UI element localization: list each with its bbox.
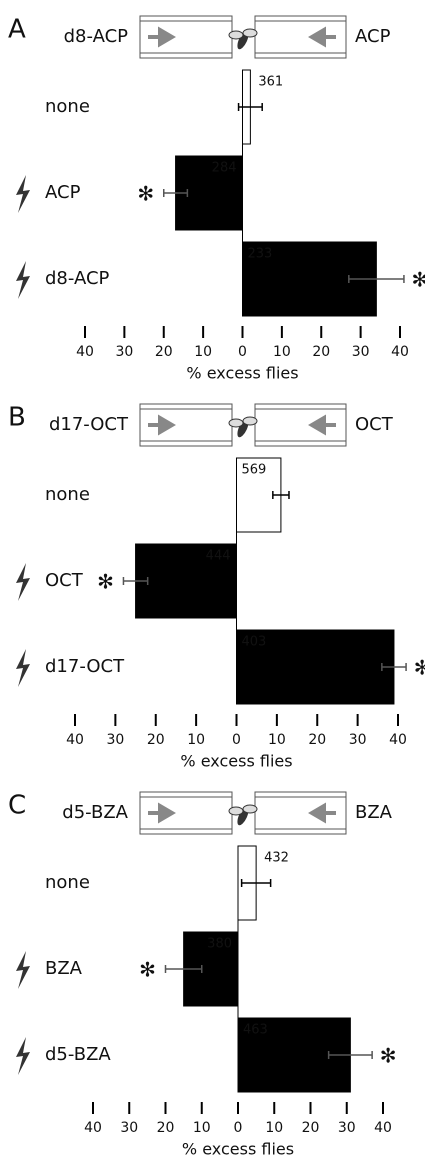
significance-marker: ✻ bbox=[380, 1044, 397, 1068]
olfactometer-diagram bbox=[139, 791, 347, 835]
fly-wing bbox=[228, 418, 244, 428]
olfactometer-diagram bbox=[139, 403, 347, 447]
error-bar bbox=[240, 879, 272, 887]
category-label: BZA bbox=[45, 958, 83, 979]
left-odor-label: d17-OCT bbox=[49, 414, 129, 435]
stimulus-icon bbox=[16, 951, 30, 989]
arrow bbox=[148, 414, 176, 436]
category-label: d5-BZA bbox=[45, 1044, 111, 1065]
category-label: none bbox=[45, 484, 90, 505]
n-label: 361 bbox=[258, 75, 283, 90]
right-odor-label: BZA bbox=[355, 802, 393, 823]
arrow bbox=[308, 26, 336, 48]
x-tick-label: 20 bbox=[147, 732, 165, 748]
significance-marker: ✻ bbox=[139, 958, 156, 982]
stimulus-icon bbox=[16, 261, 30, 299]
error-bar bbox=[122, 577, 149, 585]
x-tick-label: 40 bbox=[389, 732, 407, 748]
error-bar bbox=[348, 275, 405, 283]
fly-wing bbox=[228, 30, 244, 40]
category-label: none bbox=[45, 96, 90, 117]
x-tick-label: 40 bbox=[76, 344, 94, 360]
n-label: 463 bbox=[243, 1023, 268, 1038]
x-tick-label: 30 bbox=[106, 732, 124, 748]
arrow bbox=[308, 802, 336, 824]
n-label: 444 bbox=[206, 549, 231, 564]
x-tick-label: 10 bbox=[273, 344, 291, 360]
arrow bbox=[148, 26, 176, 48]
n-label: 569 bbox=[242, 463, 267, 478]
significance-marker: ✻ bbox=[137, 182, 154, 206]
significance-marker: ✻ bbox=[414, 656, 425, 680]
x-tick-label: 20 bbox=[157, 1120, 175, 1136]
x-tick-label: 20 bbox=[312, 344, 330, 360]
left-odor-label: d5-BZA bbox=[62, 802, 128, 823]
stimulus-icon bbox=[16, 175, 30, 213]
n-label: 432 bbox=[264, 851, 289, 866]
x-tick-label: 10 bbox=[193, 1120, 211, 1136]
x-tick-label: 20 bbox=[155, 344, 173, 360]
x-tick-label: 10 bbox=[268, 732, 286, 748]
bar bbox=[135, 543, 237, 619]
x-tick-label: 40 bbox=[391, 344, 409, 360]
x-axis-label: % excess flies bbox=[186, 364, 298, 383]
panel-label: B bbox=[8, 403, 26, 433]
n-label: 403 bbox=[242, 635, 267, 650]
x-tick-label: 30 bbox=[338, 1120, 356, 1136]
arrow bbox=[308, 414, 336, 436]
x-tick-label: 10 bbox=[265, 1120, 283, 1136]
panel-label: C bbox=[8, 791, 26, 821]
arrow bbox=[148, 802, 176, 824]
category-label: d17-OCT bbox=[45, 656, 125, 677]
x-tick-label: 30 bbox=[120, 1120, 138, 1136]
x-tick-label: 40 bbox=[374, 1120, 392, 1136]
x-tick-label: 10 bbox=[187, 732, 205, 748]
error-bar bbox=[163, 189, 189, 197]
fly-wing bbox=[228, 806, 244, 816]
significance-marker: ✻ bbox=[412, 268, 425, 292]
error-bar bbox=[327, 1051, 373, 1059]
significance-marker: ✻ bbox=[97, 570, 114, 594]
x-tick-label: 40 bbox=[84, 1120, 102, 1136]
category-label: none bbox=[45, 872, 90, 893]
category-label: ACP bbox=[45, 182, 81, 203]
category-label: d8-ACP bbox=[45, 268, 110, 289]
n-label: 233 bbox=[248, 247, 273, 262]
x-tick-label: 20 bbox=[302, 1120, 320, 1136]
stimulus-icon bbox=[16, 563, 30, 601]
olfactometer-diagram bbox=[139, 15, 347, 59]
bar bbox=[236, 629, 395, 705]
n-label: 380 bbox=[207, 937, 232, 952]
error-bar bbox=[381, 663, 407, 671]
right-odor-label: ACP bbox=[355, 26, 391, 47]
error-bar bbox=[164, 965, 203, 973]
x-tick-label: 30 bbox=[352, 344, 370, 360]
x-tick-label: 30 bbox=[115, 344, 133, 360]
fly-wing bbox=[242, 804, 258, 814]
x-axis-label: % excess flies bbox=[180, 752, 292, 771]
x-tick-label: 0 bbox=[234, 1120, 243, 1136]
n-label: 284 bbox=[212, 161, 237, 176]
fly-wing bbox=[242, 28, 258, 38]
left-odor-label: d8-ACP bbox=[64, 26, 129, 47]
error-bar bbox=[272, 491, 290, 499]
x-axis-label: % excess flies bbox=[182, 1140, 294, 1157]
x-tick-label: 20 bbox=[308, 732, 326, 748]
x-tick-label: 0 bbox=[232, 732, 241, 748]
stimulus-icon bbox=[16, 649, 30, 687]
error-bar bbox=[237, 103, 263, 111]
stimulus-icon bbox=[16, 1037, 30, 1075]
panel-label: A bbox=[8, 15, 26, 45]
x-tick-label: 40 bbox=[66, 732, 84, 748]
x-tick-label: 0 bbox=[238, 344, 247, 360]
right-odor-label: OCT bbox=[355, 414, 394, 435]
x-tick-label: 10 bbox=[194, 344, 212, 360]
category-label: OCT bbox=[45, 570, 84, 591]
fly-wing bbox=[242, 416, 258, 426]
x-tick-label: 30 bbox=[349, 732, 367, 748]
